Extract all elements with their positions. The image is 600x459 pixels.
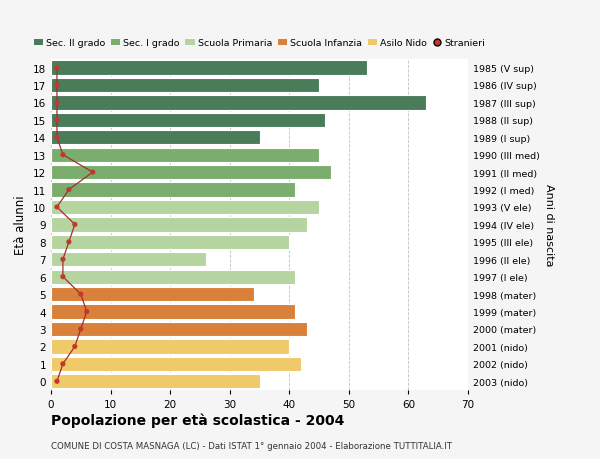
Bar <box>51 183 295 197</box>
Point <box>52 117 62 124</box>
Bar <box>51 166 331 180</box>
Bar <box>51 96 426 110</box>
Point <box>52 204 62 211</box>
Bar <box>51 218 307 232</box>
Bar <box>51 148 319 162</box>
Point <box>58 151 68 159</box>
Bar <box>51 78 319 93</box>
Point <box>76 325 86 333</box>
Bar <box>51 340 289 354</box>
Bar <box>51 201 319 215</box>
Bar <box>51 375 260 389</box>
Point <box>52 82 62 90</box>
Y-axis label: Anni di nascita: Anni di nascita <box>544 184 554 266</box>
Bar <box>51 322 307 336</box>
Legend: Sec. II grado, Sec. I grado, Scuola Primaria, Scuola Infanzia, Asilo Nido, Stran: Sec. II grado, Sec. I grado, Scuola Prim… <box>34 39 485 48</box>
Point <box>52 100 62 107</box>
Point <box>52 134 62 142</box>
Bar <box>51 357 301 371</box>
Bar <box>51 235 289 249</box>
Bar <box>51 305 295 319</box>
Point <box>52 65 62 72</box>
Point <box>70 343 80 350</box>
Text: Popolazione per età scolastica - 2004: Popolazione per età scolastica - 2004 <box>51 413 344 428</box>
Bar <box>51 113 325 128</box>
Bar <box>51 252 206 267</box>
Point <box>58 256 68 263</box>
Point <box>76 291 86 298</box>
Y-axis label: Età alunni: Età alunni <box>14 195 28 255</box>
Point <box>58 274 68 281</box>
Point <box>64 239 74 246</box>
Point <box>58 360 68 368</box>
Bar <box>51 131 260 145</box>
Bar <box>51 287 254 302</box>
Text: COMUNE DI COSTA MASNAGA (LC) - Dati ISTAT 1° gennaio 2004 - Elaborazione TUTTITA: COMUNE DI COSTA MASNAGA (LC) - Dati ISTA… <box>51 441 452 450</box>
Bar <box>51 270 295 284</box>
Point <box>70 221 80 229</box>
Point <box>52 378 62 385</box>
Point <box>82 308 92 315</box>
Point <box>88 169 98 176</box>
Point <box>64 186 74 194</box>
Bar <box>51 61 367 75</box>
